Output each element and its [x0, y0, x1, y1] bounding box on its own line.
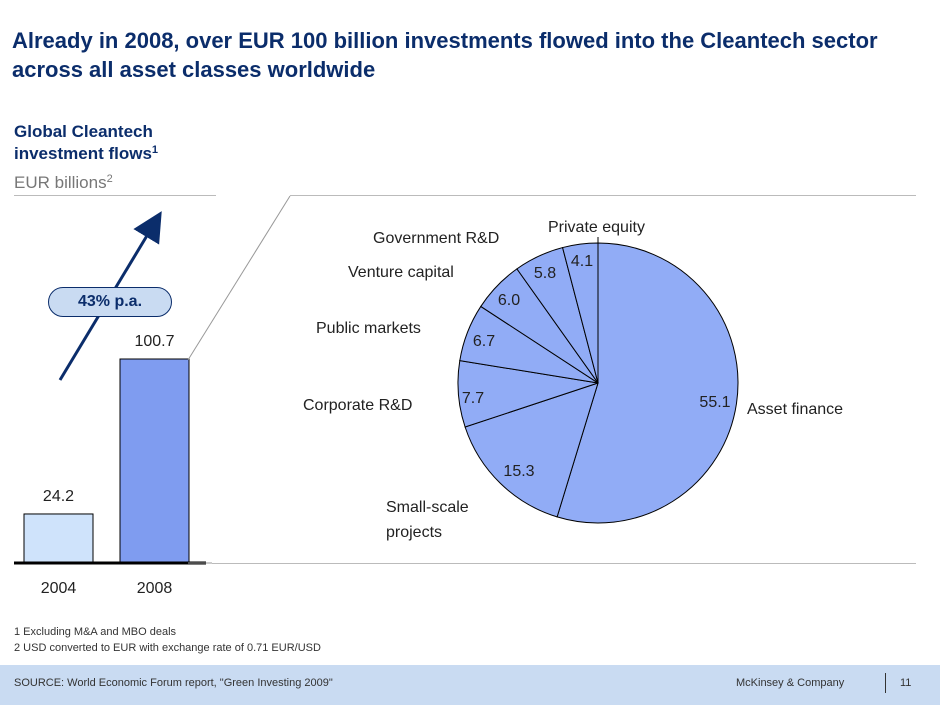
bar-2008	[119, 358, 190, 564]
subtitle-footnote-ref: 1	[151, 144, 159, 156]
pie-value-label: 15.3	[503, 463, 535, 480]
pie-value-label: 55.1	[699, 394, 731, 411]
pie-slice-label: Corporate R&D	[303, 397, 413, 414]
zoom-connector-top	[187, 195, 291, 361]
source-text: SOURCE: World Economic Forum report, "Gr…	[14, 677, 333, 689]
pie-chart	[457, 237, 739, 524]
pie-slice-label: Government R&D	[373, 230, 500, 247]
pie-slice	[556, 242, 739, 524]
pie-value-label: 7.7	[461, 390, 485, 407]
growth-badge: 43% p.a.	[48, 287, 172, 317]
pie-slice-label: Venture capital	[348, 264, 454, 281]
footnote-2: 2 USD converted to EUR with exchange rat…	[14, 642, 321, 654]
page-number: 11	[900, 677, 912, 689]
pie-slice-label: Public markets	[316, 320, 421, 337]
right-bottom-rule	[212, 563, 916, 564]
unit-text: EUR billions	[14, 173, 107, 192]
pie-slice-label: Asset finance	[747, 401, 844, 418]
chart-subtitle: Global Cleantech investment flows1	[14, 121, 214, 165]
x-tick-label: 2008	[136, 580, 173, 597]
footnotes: 1 Excluding M&A and MBO deals 2 USD conv…	[14, 624, 321, 656]
pie-value-label: 6.7	[472, 333, 496, 350]
pie-slice-label: Private equity	[548, 219, 645, 236]
pie-value-label: 6.0	[497, 292, 521, 309]
right-header-rule	[290, 195, 916, 196]
footnote-1: 1 Excluding M&A and MBO deals	[14, 626, 177, 638]
bar-chart	[14, 358, 206, 565]
left-header-rule	[14, 195, 216, 196]
page-separator	[885, 673, 886, 693]
brand-name: McKinsey & Company	[736, 677, 845, 689]
bar-value-label: 24.2	[42, 487, 75, 505]
pie-value-label: 5.8	[533, 265, 557, 282]
page-title: Already in 2008, over EUR 100 billion in…	[12, 28, 878, 82]
pie-value-label: 4.1	[570, 253, 594, 270]
footer-bar	[0, 665, 940, 705]
bar-2004	[23, 513, 94, 564]
unit-label: EUR billions2	[14, 173, 113, 193]
subtitle-text: Global Cleantech investment flows	[14, 122, 153, 163]
pie-slice-label: Small-scale projects	[386, 499, 469, 541]
bar-value-label: 100.7	[134, 333, 175, 350]
x-tick-label: 2004	[40, 580, 77, 597]
unit-footnote-ref: 2	[106, 173, 113, 185]
